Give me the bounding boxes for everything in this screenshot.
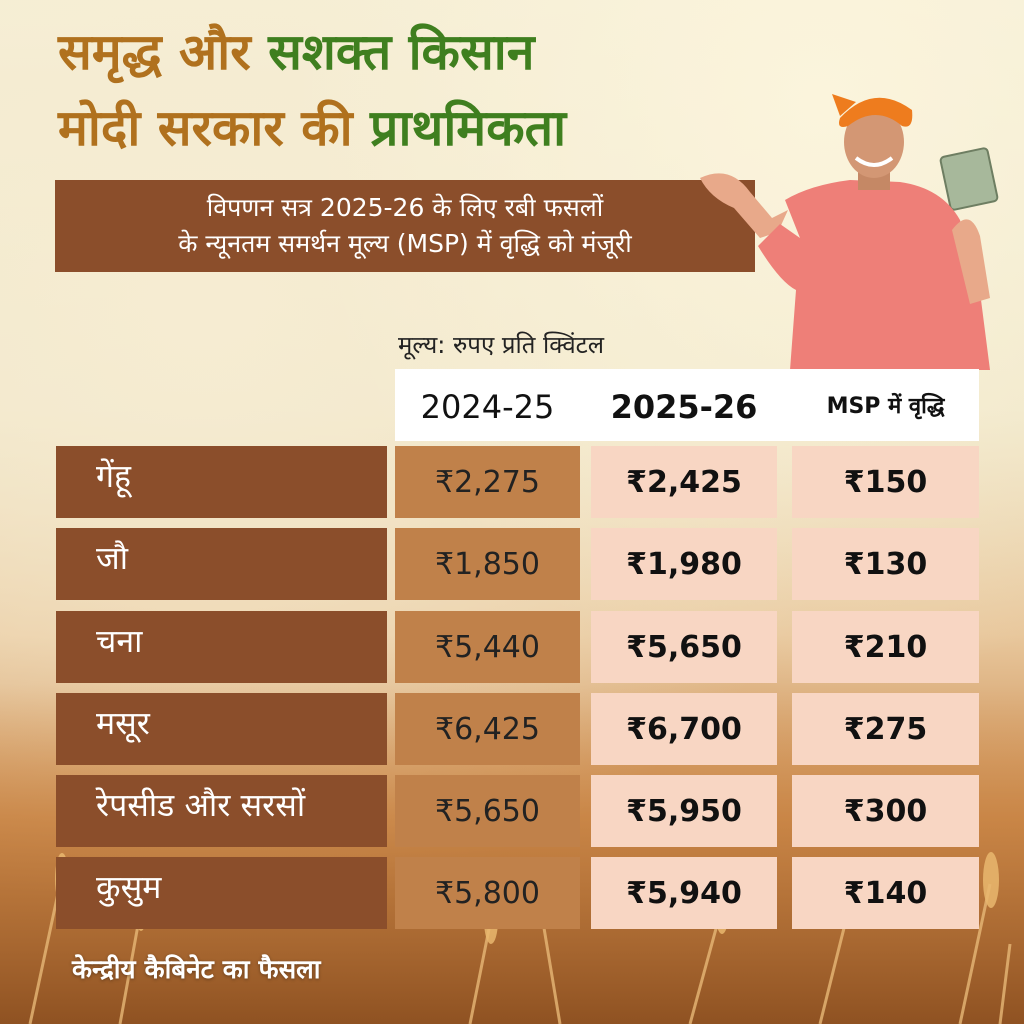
- price-2025-cell: ₹1,980: [591, 528, 777, 600]
- msp-increase-cell: ₹210: [792, 611, 979, 683]
- msp-increase-cell: ₹275: [792, 693, 979, 765]
- price-2024-cell: ₹2,275: [395, 446, 580, 518]
- price-2024-cell: ₹1,850: [395, 528, 580, 600]
- table-header: 2024-25 2025-26 MSP में वृद्धि: [395, 369, 979, 441]
- cash-icon: [939, 147, 999, 211]
- crop-cell: कुसुम: [56, 857, 387, 929]
- msp-increase-cell: ₹300: [792, 775, 979, 847]
- msp-increase-cell: ₹130: [792, 528, 979, 600]
- crop-cell: मसूर: [56, 693, 387, 765]
- headline-line-1-part-1: समृद्ध और: [58, 23, 251, 81]
- header-2024-25: 2024-25: [420, 388, 555, 426]
- price-2024-cell: ₹5,440: [395, 611, 580, 683]
- header-msp-increase: MSP में वृद्धि: [826, 394, 945, 419]
- price-2025-cell: ₹5,650: [591, 611, 777, 683]
- headline-line-2-part-1: मोदी सरकार की: [58, 99, 353, 157]
- msp-increase-cell: ₹140: [792, 857, 979, 929]
- headline-line-1: समृद्ध और सशक्त किसान: [58, 22, 534, 82]
- price-2024-cell: ₹6,425: [395, 693, 580, 765]
- headline-line-2-part-2: प्राथमिकता: [370, 99, 567, 157]
- headline-line-1-part-2: सशक्त किसान: [268, 23, 535, 81]
- header-2025-26: 2025-26: [610, 388, 758, 426]
- msp-increase-cell: ₹150: [792, 446, 979, 518]
- banner-line-2: के न्यूनतम समर्थन मूल्य (MSP) में वृद्धि…: [178, 229, 632, 258]
- price-2024-cell: ₹5,650: [395, 775, 580, 847]
- unit-label: मूल्य: रुपए प्रति क्विंटल: [398, 331, 605, 359]
- price-2025-cell: ₹6,700: [591, 693, 777, 765]
- banner-line-1: विपणन सत्र 2025-26 के लिए रबी फसलों: [206, 193, 604, 222]
- farmer-illustration: [700, 94, 999, 370]
- price-2025-cell: ₹2,425: [591, 446, 777, 518]
- subtitle-banner: विपणन सत्र 2025-26 के लिए रबी फसलों के न…: [55, 180, 755, 272]
- crop-cell: चना: [56, 611, 387, 683]
- footer-caption: केन्द्रीय कैबिनेट का फैसला: [72, 955, 321, 985]
- crop-cell: गेंहू: [56, 446, 387, 518]
- crop-cell: जौ: [56, 528, 387, 600]
- crop-cell: रेपसीड और सरसों: [56, 775, 387, 847]
- price-2025-cell: ₹5,950: [591, 775, 777, 847]
- price-2024-cell: ₹5,800: [395, 857, 580, 929]
- price-2025-cell: ₹5,940: [591, 857, 777, 929]
- headline-line-2: मोदी सरकार की प्राथमिकता: [58, 98, 566, 158]
